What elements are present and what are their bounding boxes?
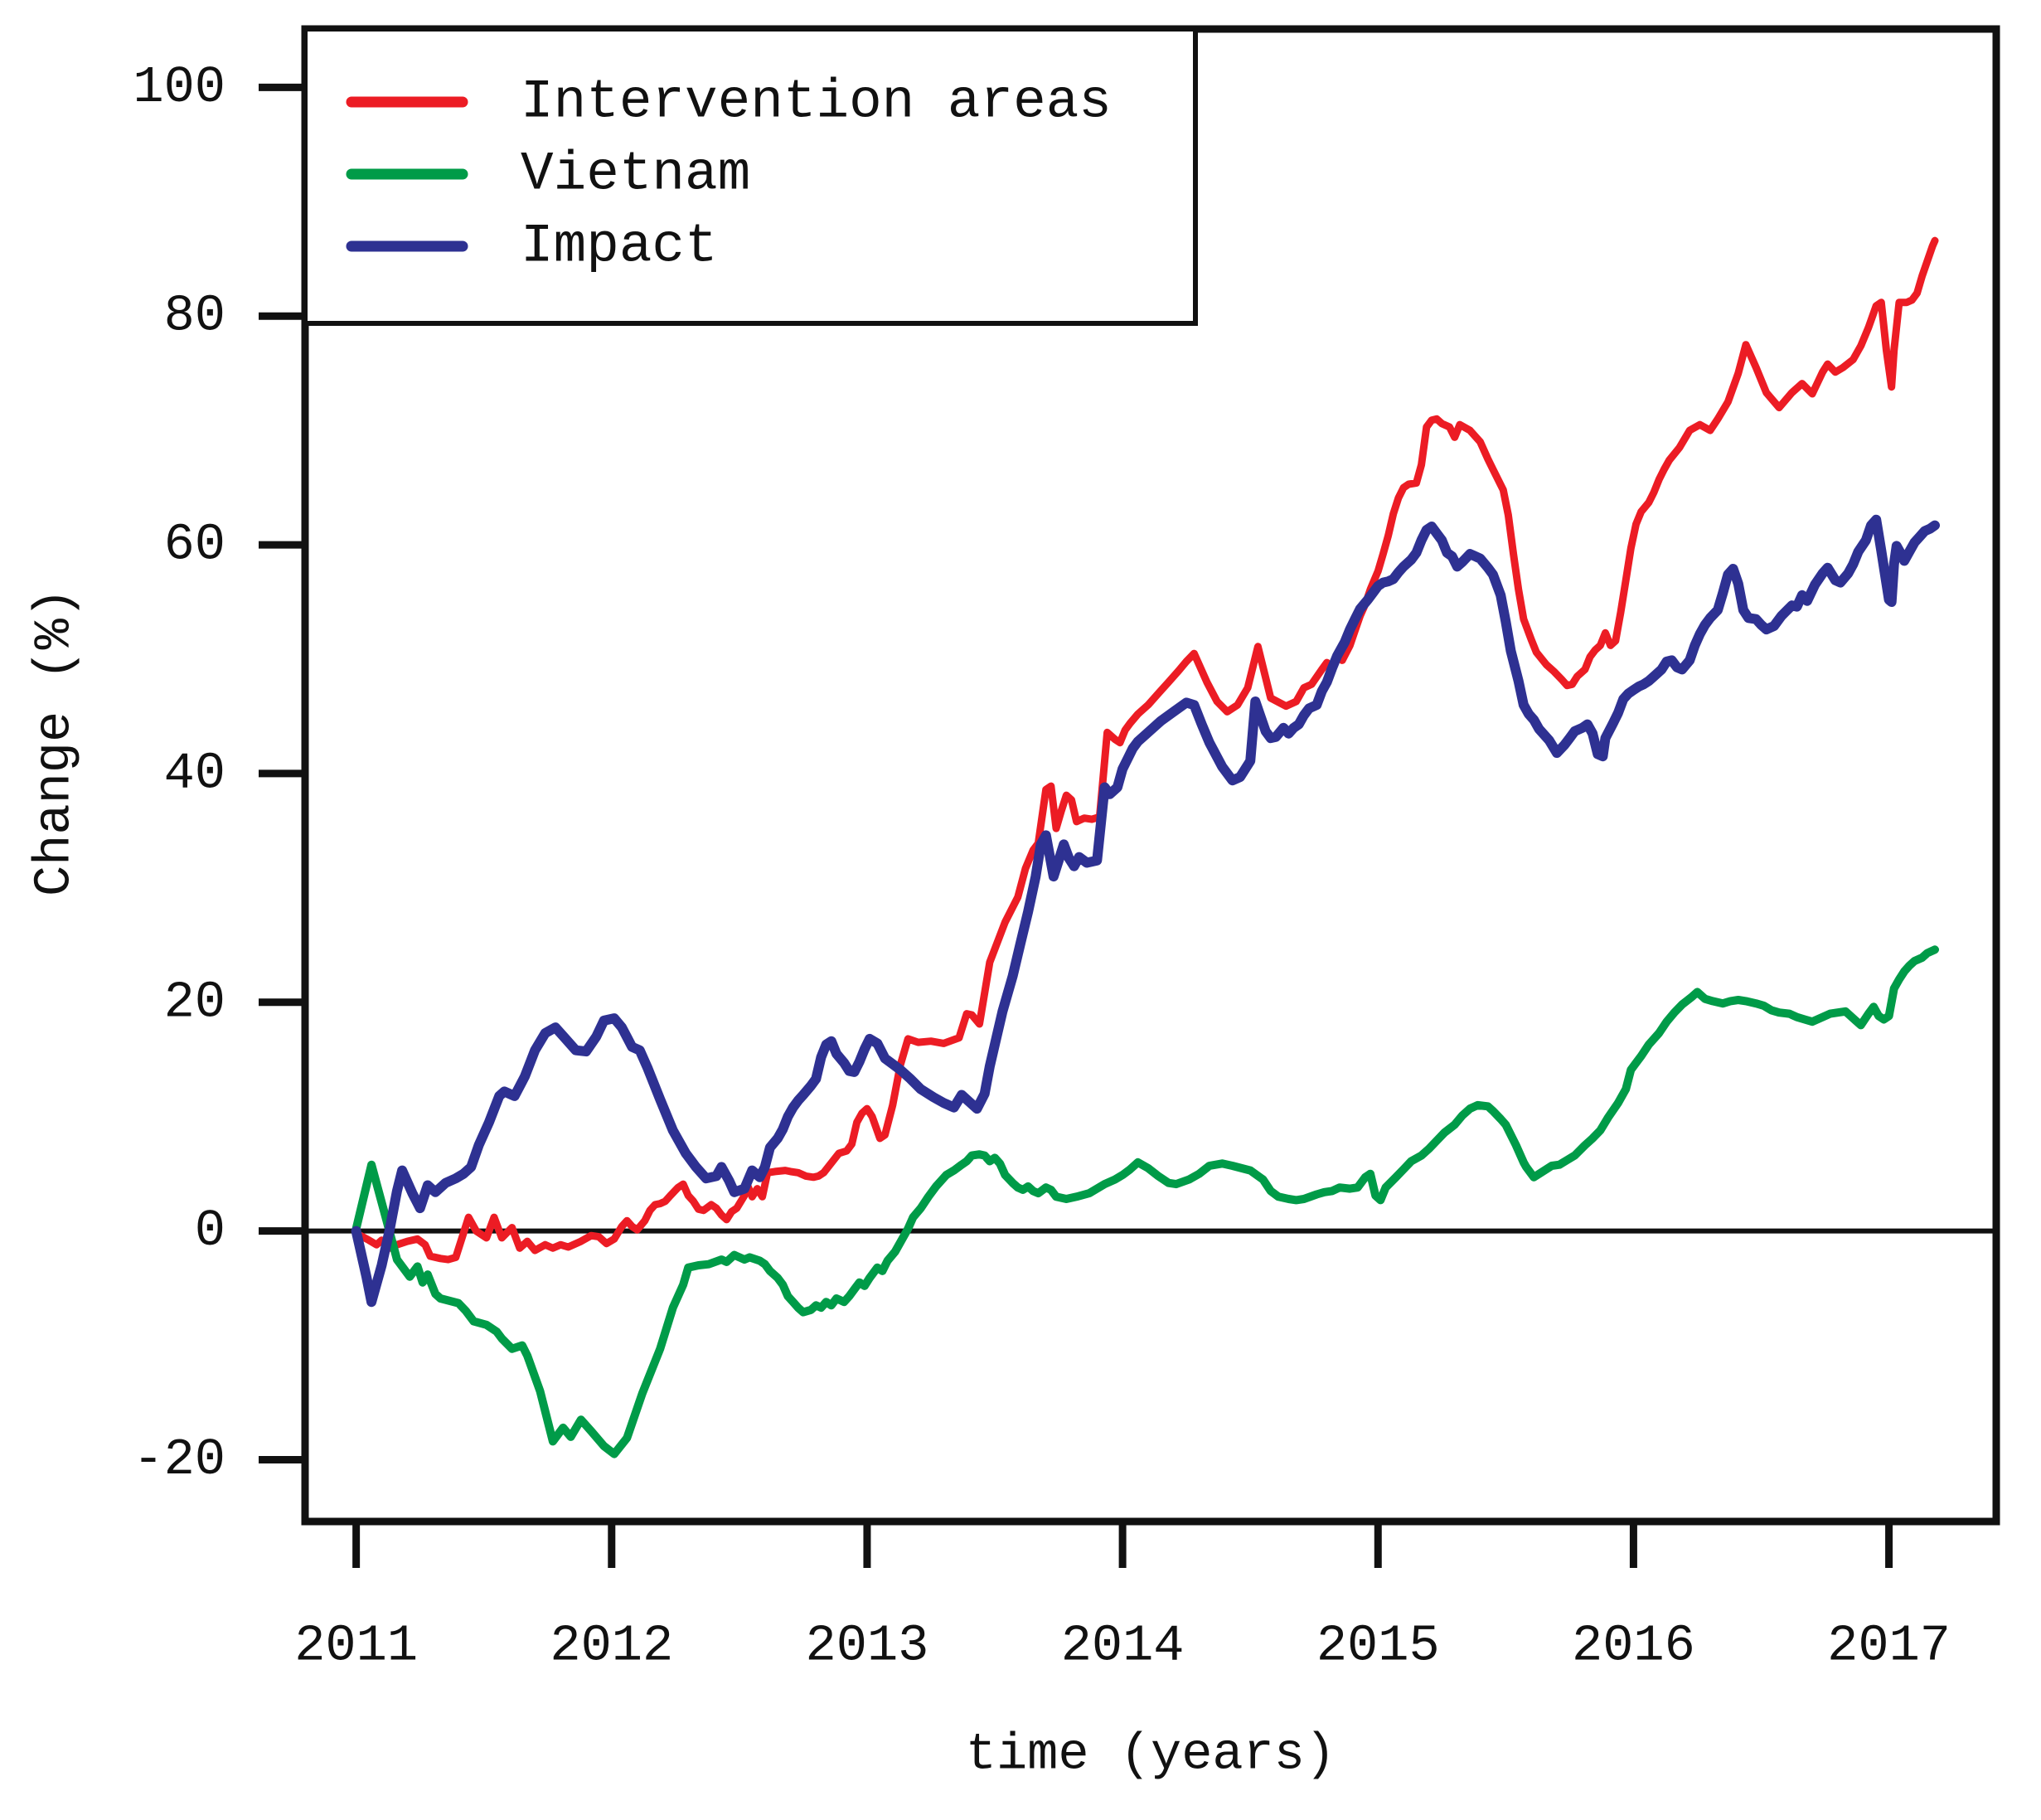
y-axis-title: Change (%) bbox=[26, 588, 85, 896]
x-tick-label: 2011 bbox=[294, 1617, 418, 1676]
x-tick-label: 2014 bbox=[1061, 1617, 1185, 1676]
data-series bbox=[351, 236, 1940, 1458]
y-tick-label: 60 bbox=[164, 516, 225, 575]
x-axis-ticks: 2011 2012 2013 2014 2015 2016 2017 bbox=[294, 1522, 1951, 1676]
x-axis-title: time (years) bbox=[966, 1725, 1336, 1784]
legend: Intervention areas Vietnam Impact bbox=[303, 27, 1198, 326]
y-tick-label: 0 bbox=[195, 1201, 225, 1260]
y-tick-label: 80 bbox=[164, 287, 225, 346]
y-axis-ticks: -20 0 20 40 60 80 100 bbox=[133, 58, 305, 1489]
y-tick-label: 20 bbox=[164, 973, 225, 1031]
y-tick-label: 100 bbox=[133, 58, 225, 117]
x-tick-label: 2013 bbox=[806, 1617, 929, 1676]
legend-label-3: Impact bbox=[521, 216, 718, 278]
y-tick-label: -20 bbox=[133, 1430, 225, 1489]
legend-label-2: Vietnam bbox=[521, 143, 750, 206]
legend-label-1: Intervention areas bbox=[521, 71, 1112, 133]
x-tick-label: 2015 bbox=[1316, 1617, 1440, 1676]
series-line-vietnam bbox=[351, 945, 1939, 1458]
series-line-impact bbox=[351, 514, 1940, 1308]
x-tick-label: 2017 bbox=[1827, 1617, 1951, 1676]
series-line-intervention-areas bbox=[352, 236, 1939, 1264]
x-tick-label: 2012 bbox=[550, 1617, 673, 1676]
x-tick-label: 2016 bbox=[1572, 1617, 1695, 1676]
y-tick-label: 40 bbox=[164, 744, 225, 803]
